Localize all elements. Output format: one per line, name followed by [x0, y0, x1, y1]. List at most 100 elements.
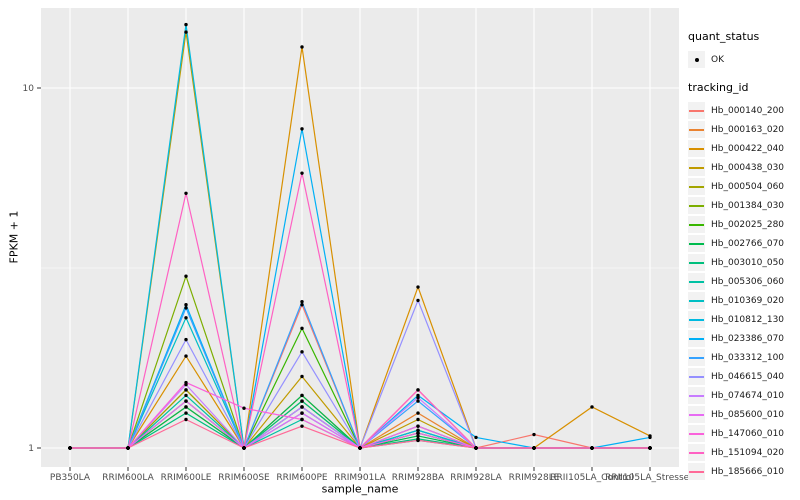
- data-point: [300, 326, 304, 331]
- series-color-swatch: [688, 235, 705, 252]
- x-tick-label: RRIM600LA: [102, 473, 154, 483]
- legend-item-label: Hb_147060_010: [711, 428, 785, 439]
- data-point: [242, 446, 246, 450]
- x-tick-label: RRIM600SE: [218, 473, 270, 483]
- data-point: [300, 299, 304, 304]
- legend-item-Hb_002025_280: Hb_002025_280: [688, 215, 800, 234]
- y-tick-label: 10: [23, 84, 35, 94]
- y-axis-title: FPKM + 1: [7, 210, 21, 264]
- legend-item-ok: OK: [688, 50, 800, 69]
- series-color-swatch: [688, 387, 705, 404]
- legend-item-label: Hb_185666_010: [711, 466, 785, 477]
- legend-item-Hb_002766_070: Hb_002766_070: [688, 234, 800, 253]
- ok-point-icon: [688, 51, 705, 68]
- x-tick-label: RRII105LA_Control: [550, 473, 633, 483]
- data-point: [648, 446, 652, 450]
- legend-item-Hb_046615_040: Hb_046615_040: [688, 367, 800, 386]
- data-point: [300, 405, 304, 409]
- data-point: [184, 303, 188, 307]
- legend-item-label: Hb_074674_010: [711, 390, 785, 401]
- series-color-swatch: [688, 444, 705, 461]
- data-point: [184, 316, 188, 320]
- x-tick-label: RRII105LA_Stressed: [605, 473, 695, 483]
- data-point: [300, 411, 304, 415]
- legend-item-Hb_003010_050: Hb_003010_050: [688, 253, 800, 272]
- legend-item-label: Hb_005306_060: [711, 276, 785, 287]
- legend-item-label: Hb_000504_060: [711, 181, 785, 192]
- legend-item-label: Hb_085600_010: [711, 409, 785, 420]
- legend-item-label: OK: [711, 54, 724, 65]
- legend-item-label: Hb_000438_030: [711, 162, 785, 173]
- series-color-swatch: [688, 140, 705, 157]
- x-tick-label: PB350LA: [50, 473, 91, 483]
- legend-item-Hb_023386_070: Hb_023386_070: [688, 329, 800, 348]
- data-point: [68, 446, 72, 450]
- series-color-swatch: [688, 368, 705, 385]
- legend-item-Hb_000422_040: Hb_000422_040: [688, 139, 800, 158]
- legend-item-Hb_147060_010: Hb_147060_010: [688, 424, 800, 443]
- data-point: [474, 446, 478, 450]
- data-point: [416, 411, 420, 415]
- legend-item-Hb_185666_010: Hb_185666_010: [688, 462, 800, 481]
- data-point: [416, 434, 420, 438]
- y-tick-label: 1: [28, 444, 34, 454]
- x-tick-label: RRIM600LE: [161, 473, 212, 483]
- data-point: [126, 446, 130, 450]
- data-point: [300, 303, 304, 307]
- x-tick-label: RRIM928BA: [392, 473, 445, 483]
- data-point: [184, 417, 188, 422]
- x-tick-label: RRIM928LE: [509, 473, 560, 483]
- legend-item-Hb_000504_060: Hb_000504_060: [688, 177, 800, 196]
- data-point: [358, 446, 362, 450]
- data-point: [300, 393, 304, 398]
- legend-item-label: Hb_000422_040: [711, 143, 785, 154]
- series-color-swatch: [688, 254, 705, 271]
- data-point: [184, 274, 188, 278]
- data-point: [184, 337, 188, 342]
- data-point: [416, 388, 420, 392]
- data-point: [184, 191, 188, 195]
- series-color-swatch: [688, 159, 705, 176]
- data-point: [416, 399, 420, 403]
- legend-item-Hb_151094_020: Hb_151094_020: [688, 443, 800, 462]
- x-tick-label: RRIM600PE: [276, 473, 328, 483]
- series-color-swatch: [688, 406, 705, 423]
- x-tick-label: RRIM928LA: [450, 473, 502, 483]
- data-point: [300, 350, 304, 354]
- data-point: [300, 171, 304, 175]
- series-color-swatch: [688, 311, 705, 328]
- data-point: [300, 374, 304, 379]
- data-point: [416, 298, 420, 303]
- legend-item-Hb_005306_060: Hb_005306_060: [688, 272, 800, 291]
- legend-item-Hb_000140_200: Hb_000140_200: [688, 101, 800, 120]
- series-color-swatch: [688, 121, 705, 138]
- series-color-swatch: [688, 178, 705, 195]
- data-point: [416, 395, 420, 400]
- legend-item-label: Hb_033312_100: [711, 352, 785, 363]
- legend-item-label: Hb_151094_020: [711, 447, 785, 458]
- data-point: [648, 435, 652, 440]
- legend-item-label: Hb_010812_130: [711, 314, 785, 325]
- legend-item-Hb_085600_010: Hb_085600_010: [688, 405, 800, 424]
- legend-item-label: Hb_000163_020: [711, 124, 785, 135]
- data-point: [416, 424, 420, 428]
- series-color-swatch: [688, 349, 705, 366]
- data-point: [416, 285, 420, 289]
- data-point: [184, 405, 188, 409]
- legend-item-label: Hb_003010_050: [711, 257, 785, 268]
- series-color-swatch: [688, 463, 705, 480]
- data-point: [416, 438, 420, 443]
- legend-item-label: Hb_023386_070: [711, 333, 785, 344]
- legend-item-Hb_001384_030: Hb_001384_030: [688, 196, 800, 215]
- legend-item-Hb_010369_020: Hb_010369_020: [688, 291, 800, 310]
- legend-item-label: Hb_000140_200: [711, 105, 785, 116]
- data-point: [300, 424, 304, 428]
- data-point: [184, 399, 188, 403]
- x-axis-title: sample_name: [321, 482, 399, 496]
- series-color-swatch: [688, 292, 705, 309]
- legend-entries: Hb_000140_200 Hb_000163_020 Hb_000422_040 H…: [688, 101, 800, 481]
- legend-title-tracking-id: tracking_id: [688, 81, 749, 94]
- legend-item-Hb_074674_010: Hb_074674_010: [688, 386, 800, 405]
- data-point: [416, 428, 420, 432]
